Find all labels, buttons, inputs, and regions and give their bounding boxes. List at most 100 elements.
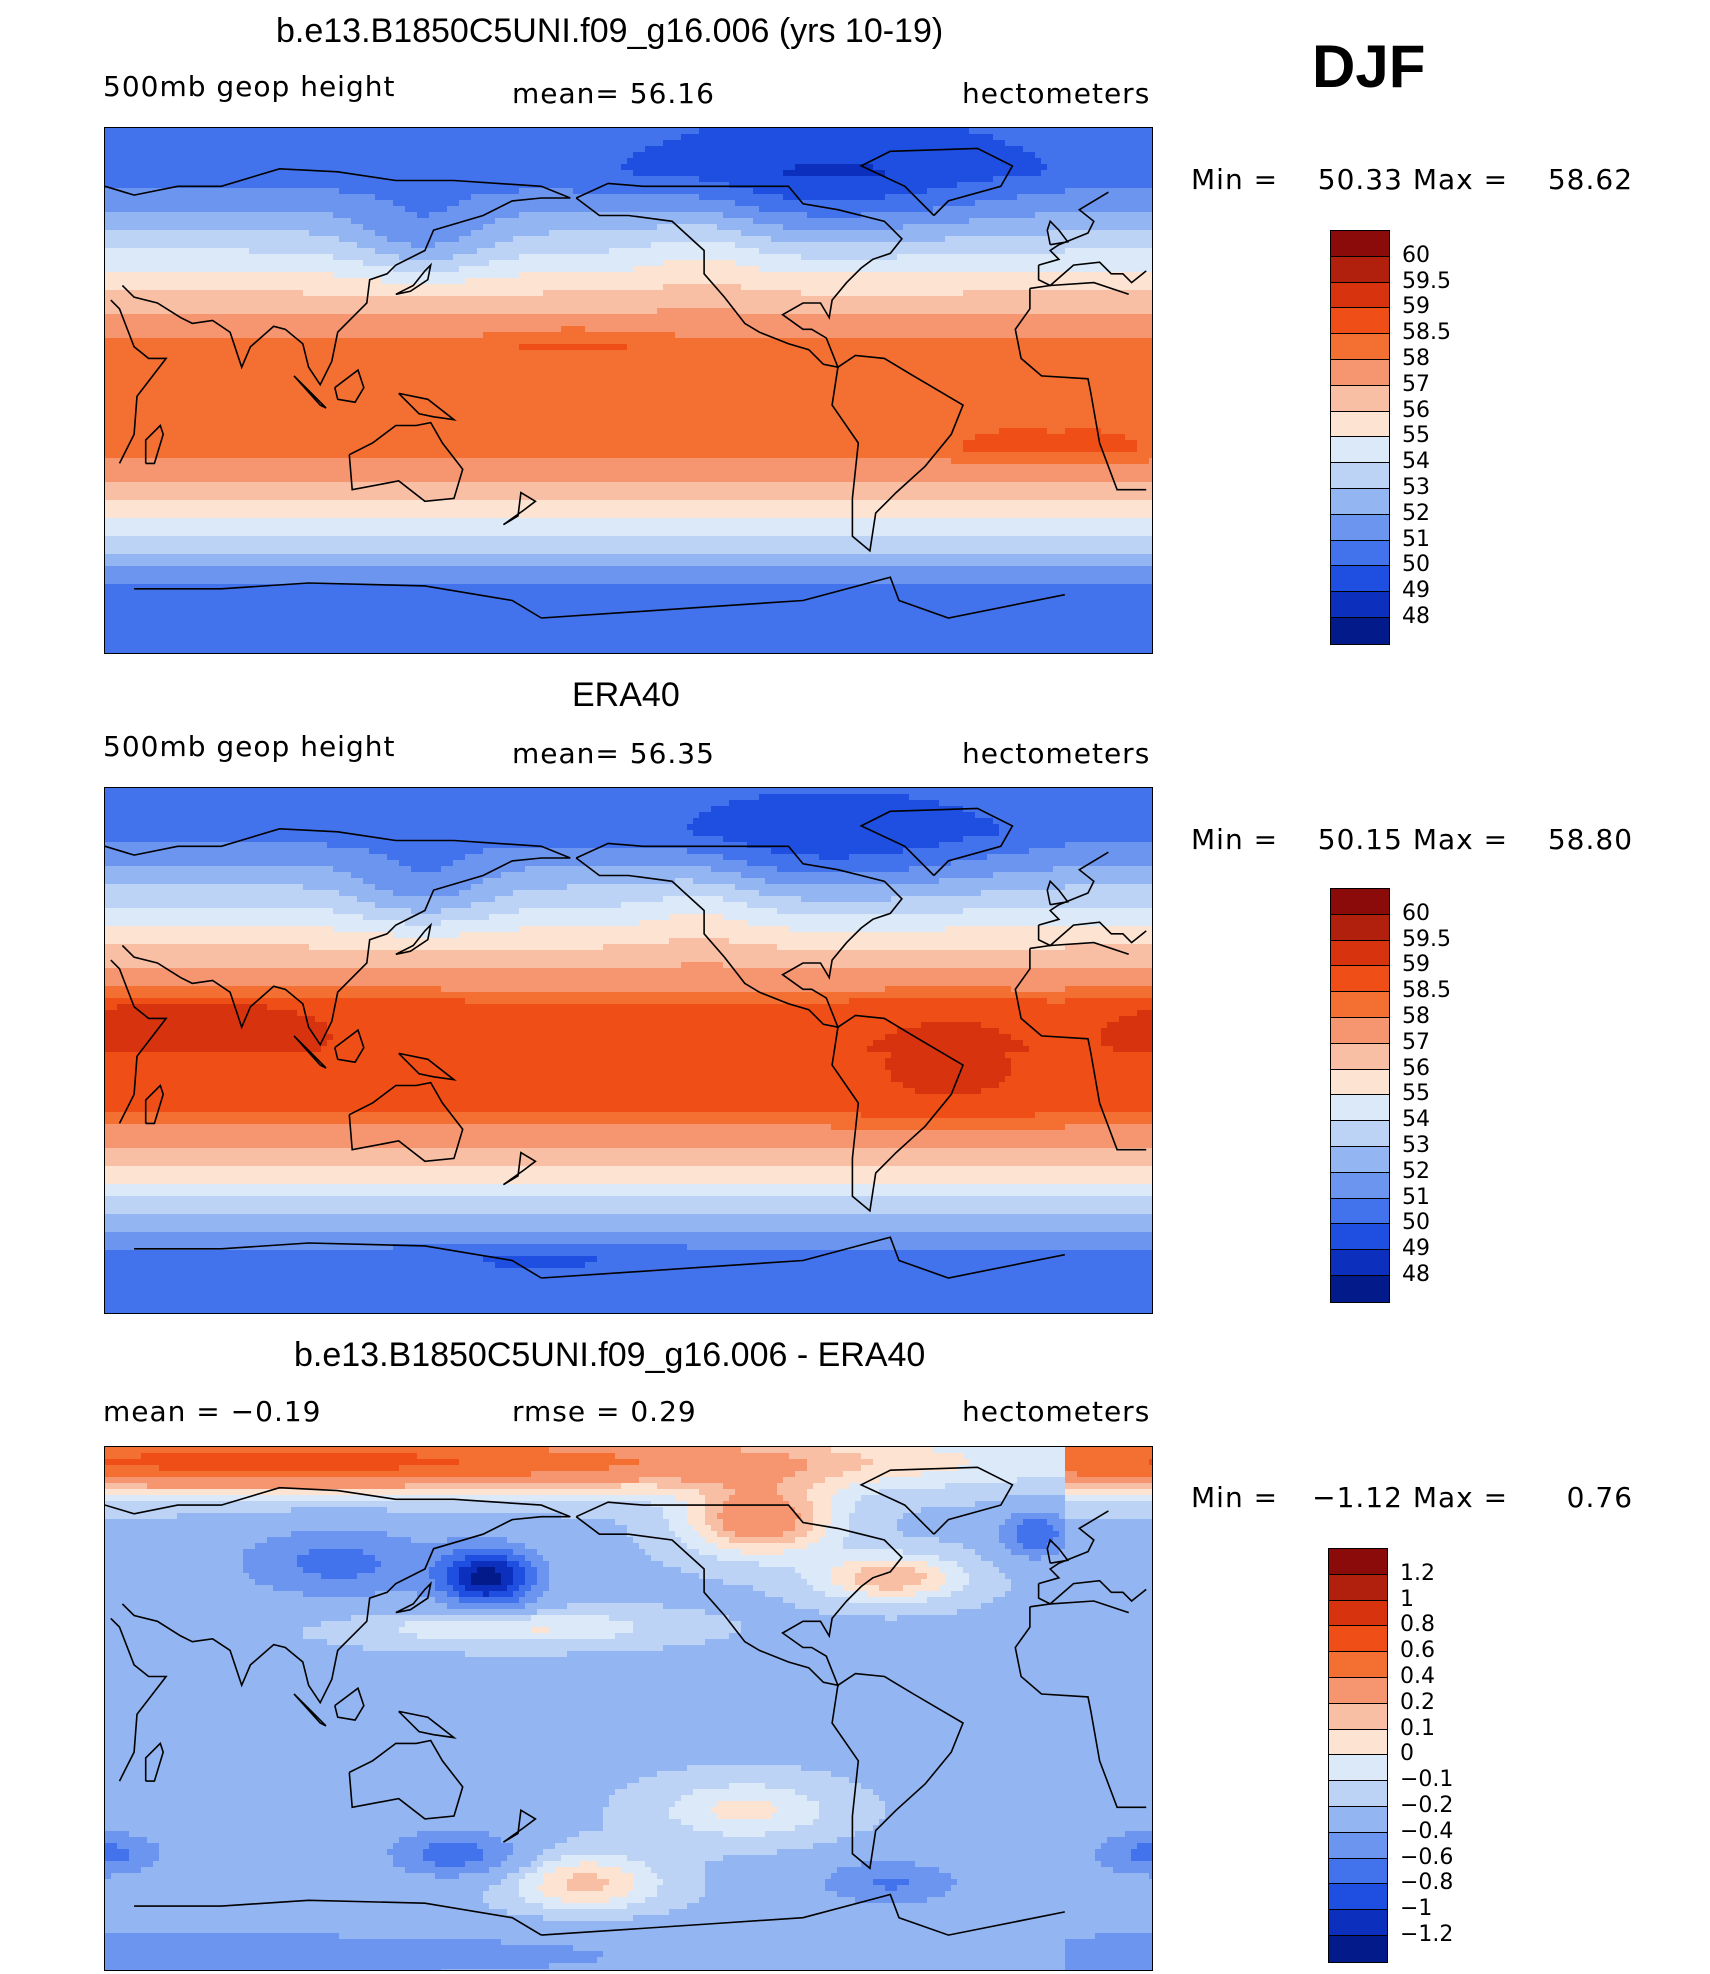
- colorbar-tick-label: 56: [1402, 399, 1430, 422]
- colorbar-swatch: [1329, 1832, 1387, 1859]
- colorbar-tick-label: 0.8: [1400, 1614, 1435, 1636]
- colorbar-tick-label: 1.2: [1400, 1562, 1435, 1585]
- coastline: [1014, 288, 1147, 491]
- coastline: [1029, 281, 1129, 296]
- coastline: [1038, 851, 1109, 926]
- coastline: [1014, 1606, 1147, 1809]
- colorbar-swatch: [1331, 334, 1389, 360]
- colorbar-tick-label: −0.8: [1400, 1872, 1453, 1894]
- colorbar-swatch: [1331, 282, 1389, 309]
- colorbar-swatch: [1331, 1224, 1389, 1251]
- colorbar-swatch: [1329, 1574, 1387, 1601]
- coastline: [334, 368, 365, 404]
- colorbar-tick-label: 58: [1402, 1006, 1430, 1028]
- coastline: [502, 1151, 537, 1186]
- panel-1-max-value: 58.62: [1518, 163, 1633, 196]
- colorbar-tick-label: 57: [1402, 373, 1430, 396]
- coastline: [293, 375, 327, 409]
- panel-1-variable-label: 500mb geop height: [103, 70, 395, 103]
- colorbar-tick-label: 53: [1402, 1135, 1430, 1157]
- colorbar-tick-label: 59: [1402, 954, 1430, 976]
- colorbar-swatch: [1329, 1781, 1387, 1807]
- panel-3-min-label: Min =: [1191, 1481, 1278, 1514]
- colorbar-tick-label: 0: [1400, 1743, 1414, 1765]
- panel-2-minmax: Min = 50.15 Max = 58.80: [1191, 823, 1633, 856]
- coastline: [144, 1741, 165, 1782]
- colorbar-swatch: [1331, 1069, 1389, 1096]
- colorbar-swatch: [1329, 1652, 1387, 1678]
- colorbar-swatch: [1331, 914, 1389, 941]
- coastline: [541, 1893, 1065, 1936]
- colorbar-swatch: [1329, 1703, 1387, 1730]
- colorbar-swatch: [1331, 488, 1389, 515]
- colorbar-tick-label: 48: [1402, 606, 1430, 628]
- coastline: [575, 842, 903, 1029]
- colorbar-tick-label: 59: [1402, 296, 1430, 318]
- colorbar-swatch: [1331, 1095, 1389, 1122]
- colorbar-swatch: [1331, 308, 1389, 335]
- panel-2-map: [104, 787, 1153, 1314]
- colorbar-tick-label: 54: [1402, 451, 1430, 473]
- panel-3-min-value: −1.12: [1288, 1481, 1403, 1514]
- coastline: [1038, 1510, 1109, 1585]
- colorbar-swatch: [1329, 1884, 1387, 1911]
- colorbar-tick-label: 1: [1400, 1588, 1414, 1611]
- colorbar-tick-label: 58.5: [1402, 980, 1451, 1002]
- coastline: [395, 262, 432, 296]
- panel-1-units-label: hectometers: [962, 77, 1150, 110]
- colorbar-tick-label: 51: [1402, 1186, 1430, 1209]
- coastline: [395, 922, 432, 956]
- colorbar-swatch: [1329, 1549, 1387, 1575]
- panel-3-units-label: hectometers: [962, 1395, 1150, 1428]
- panel-2-min-value: 50.15: [1288, 823, 1403, 856]
- panel-1-title: b.e13.B1850C5UNI.f09_g16.006 (yrs 10-19): [276, 12, 943, 51]
- colorbar-swatches: [1328, 1548, 1388, 1963]
- colorbar-swatch: [1331, 966, 1389, 993]
- colorbar-tick-label: −0.4: [1400, 1820, 1453, 1843]
- colorbar-tick-label: 49: [1402, 580, 1430, 602]
- panel-2-variable-label: 500mb geop height: [103, 730, 395, 763]
- coastline: [105, 827, 571, 1047]
- colorbar-tick-label: 58: [1402, 348, 1430, 370]
- coastline: [398, 1052, 457, 1081]
- colorbar-tick-label: 60: [1402, 244, 1430, 267]
- panel-1-max-label: Max =: [1413, 163, 1508, 196]
- colorbar-swatch: [1331, 592, 1389, 618]
- panel-2-title: ERA40: [572, 676, 680, 715]
- colorbar-swatch: [1331, 411, 1389, 438]
- coastline: [1029, 941, 1129, 956]
- coastline: [859, 807, 1014, 877]
- coastline: [105, 1486, 571, 1705]
- coastline: [134, 1899, 542, 1936]
- colorbar-swatch: [1331, 1172, 1389, 1199]
- coastline: [110, 1617, 168, 1782]
- coastline: [859, 1466, 1014, 1535]
- colorbar-swatch: [1331, 1275, 1389, 1302]
- panel-2-units-label: hectometers: [962, 737, 1150, 770]
- coastline: [334, 1686, 365, 1721]
- coastline: [348, 1081, 464, 1163]
- panel-2-min-label: Min =: [1191, 823, 1278, 856]
- colorbar-swatch: [1329, 1910, 1387, 1936]
- panel-1-minmax: Min = 50.33 Max = 58.62: [1191, 163, 1633, 196]
- panel-3-max-value: 0.76: [1518, 1481, 1633, 1514]
- coastline: [293, 1035, 327, 1069]
- colorbar-swatch: [1331, 1250, 1389, 1276]
- colorbar-tick-label: 51: [1402, 528, 1430, 551]
- colorbar-tick-label: 55: [1402, 425, 1430, 447]
- panel-2-mean-label: mean= 56.35: [512, 737, 715, 770]
- coastline: [144, 1084, 165, 1125]
- colorbar-swatches: [1330, 888, 1390, 1303]
- colorbar-tick-label: −0.1: [1400, 1769, 1453, 1791]
- panel-3-mean-label: mean = −0.19: [103, 1395, 321, 1428]
- coastline: [398, 392, 457, 421]
- colorbar-swatch: [1331, 231, 1389, 257]
- coastline: [110, 299, 168, 464]
- colorbar-tick-label: 50: [1402, 554, 1430, 576]
- panel-1-map: [104, 127, 1153, 654]
- colorbar-swatch: [1331, 1043, 1389, 1070]
- map-field: [105, 1447, 1152, 1970]
- panel-3-map: [104, 1446, 1153, 1971]
- coastline: [1014, 948, 1147, 1151]
- colorbar-swatch: [1329, 1755, 1387, 1782]
